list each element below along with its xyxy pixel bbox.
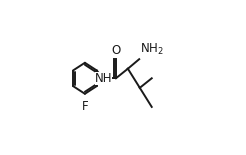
Text: NH: NH xyxy=(95,72,112,85)
Text: O: O xyxy=(111,44,121,57)
Text: NH$_2$: NH$_2$ xyxy=(140,42,164,57)
Text: F: F xyxy=(82,100,88,113)
